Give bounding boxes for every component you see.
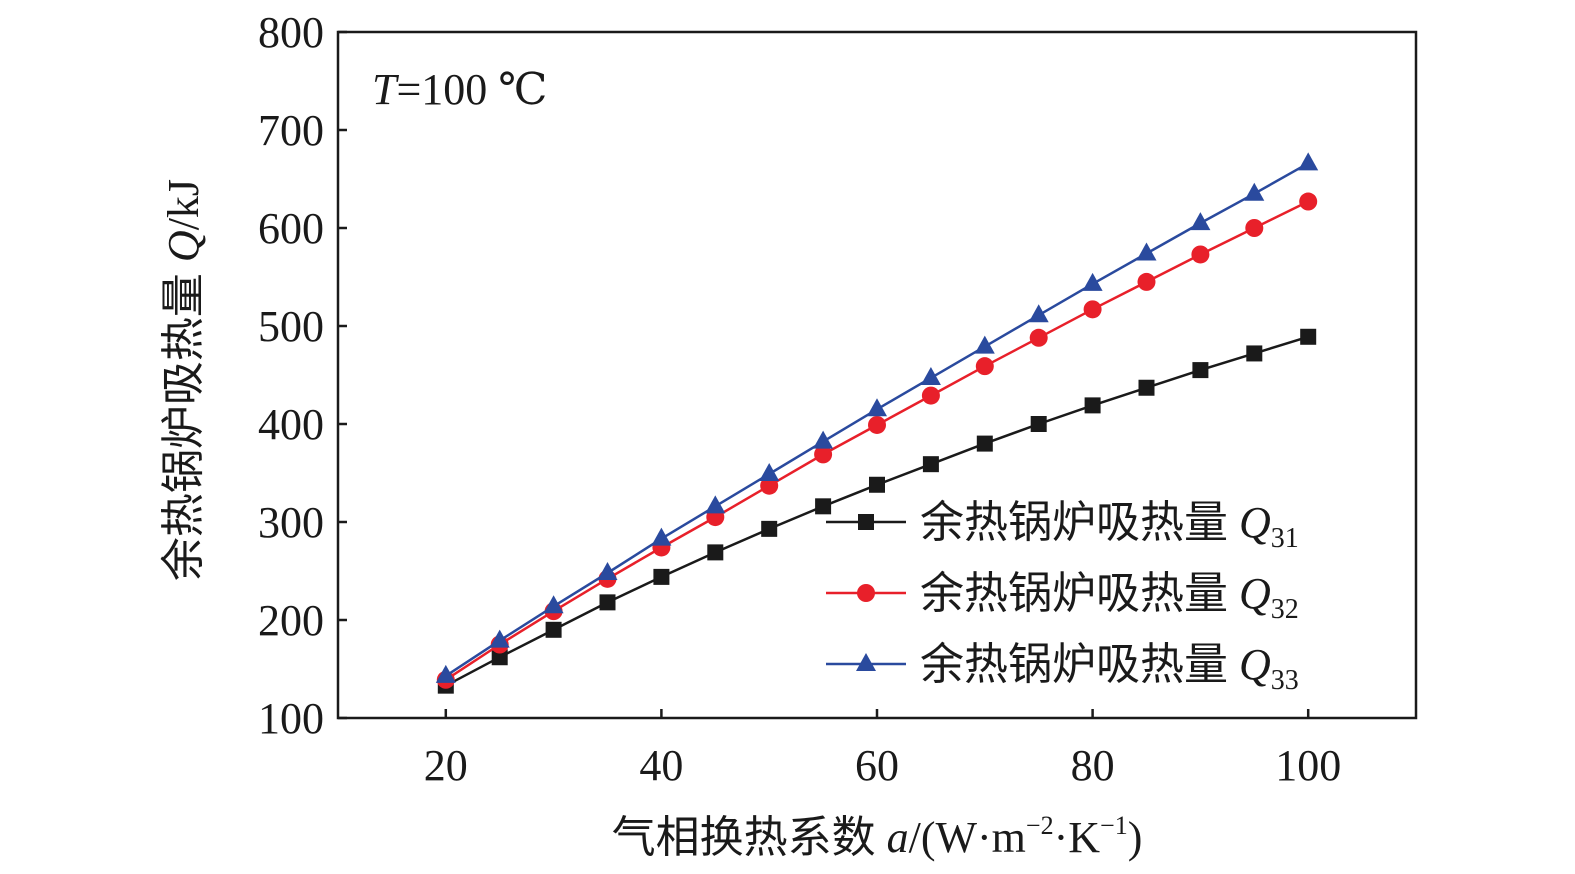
data-point: [1244, 182, 1265, 201]
y-tick-label: 200: [258, 596, 324, 645]
data-point: [1190, 212, 1211, 231]
data-point: [1299, 192, 1318, 211]
series-33: [435, 152, 1319, 683]
data-point: [599, 594, 616, 611]
y-tick-label: 800: [258, 8, 324, 57]
data-point: [815, 498, 832, 515]
data-point: [491, 649, 508, 666]
data-point: [814, 445, 833, 464]
series-31: [437, 328, 1317, 694]
y-tick-label: 400: [258, 400, 324, 449]
data-point: [1029, 328, 1048, 347]
data-point: [1246, 345, 1263, 362]
y-tick-label: 500: [258, 302, 324, 351]
data-point: [976, 435, 993, 452]
data-point: [1191, 245, 1210, 264]
data-point: [974, 335, 995, 354]
legend-label: 余热锅炉吸热量 Q31: [920, 498, 1299, 554]
y-axis-label: 余热锅炉吸热量 Q/kJ: [159, 179, 208, 581]
data-point: [545, 621, 562, 638]
data-point: [1298, 152, 1319, 171]
legend-item: 余热锅炉吸热量 Q31: [826, 498, 1299, 554]
legend-marker: [856, 653, 876, 671]
legend-item: 余热锅炉吸热量 Q32: [826, 569, 1299, 625]
data-point: [1136, 242, 1157, 261]
data-point: [813, 430, 834, 449]
data-point: [707, 544, 724, 561]
data-point: [1192, 362, 1209, 379]
data-point: [868, 415, 886, 434]
y-tick-label: 700: [258, 106, 324, 155]
legend-marker: [857, 584, 875, 602]
data-point: [867, 398, 887, 417]
y-tick-label: 100: [258, 694, 324, 743]
data-point: [1030, 416, 1047, 432]
data-point: [761, 520, 778, 537]
y-axis: 100 200 300 400 500 600 700 800: [258, 8, 347, 743]
data-point: [920, 366, 941, 385]
data-point: [869, 476, 885, 493]
data-point: [489, 629, 510, 648]
x-tick-label: 40: [639, 741, 683, 790]
x-axis-label: 气相换热系数 a/(W·m−2·K−1): [612, 811, 1143, 862]
data-point: [653, 568, 670, 585]
legend-label: 余热锅炉吸热量 Q32: [920, 569, 1299, 625]
x-tick-label: 80: [1071, 741, 1115, 790]
y-tick-label: 600: [258, 204, 324, 253]
temperature-annotation: T=100 ℃: [372, 65, 548, 114]
data-point: [435, 664, 456, 683]
x-axis: 20 40 60 80 100: [424, 709, 1341, 790]
data-point: [705, 495, 726, 514]
data-point: [1083, 300, 1102, 319]
legend-marker: [858, 514, 874, 530]
x-tick-label: 20: [424, 741, 468, 790]
data-point: [597, 561, 618, 580]
data-point: [543, 595, 564, 614]
series-layer: [435, 152, 1319, 694]
legend-item: 余热锅炉吸热量 Q33: [826, 640, 1299, 696]
data-point: [975, 357, 994, 376]
legend: 余热锅炉吸热量 Q31 余热锅炉吸热量 Q32 余热锅炉吸热量 Q33: [826, 498, 1299, 696]
data-point: [921, 386, 940, 405]
data-point: [922, 456, 939, 473]
data-point: [1028, 304, 1049, 323]
legend-label: 余热锅炉吸热量 Q33: [920, 640, 1299, 696]
data-point: [1082, 272, 1103, 291]
data-point: [651, 527, 672, 546]
data-point: [1084, 397, 1101, 414]
y-tick-label: 300: [258, 498, 324, 547]
x-tick-label: 60: [855, 741, 899, 790]
data-point: [1137, 272, 1156, 291]
data-point: [1245, 219, 1264, 237]
x-tick-label: 100: [1275, 741, 1341, 790]
data-point: [1138, 379, 1155, 396]
data-point: [760, 476, 779, 495]
data-point: [759, 462, 780, 481]
data-point: [1300, 328, 1317, 345]
